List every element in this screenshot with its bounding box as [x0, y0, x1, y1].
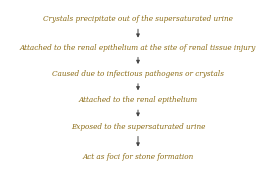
Text: Exposed to the supersaturated urine: Exposed to the supersaturated urine [71, 123, 205, 131]
Text: Attached to the renal epithelium: Attached to the renal epithelium [78, 96, 198, 104]
Text: Crystals precipitate out of the supersaturated urine: Crystals precipitate out of the supersat… [43, 16, 233, 23]
Text: Caused due to infectious pathogens or crystals: Caused due to infectious pathogens or cr… [52, 70, 224, 78]
Text: Act as foci for stone formation: Act as foci for stone formation [82, 152, 194, 160]
Text: Attached to the renal epithelium at the site of renal tissue injury: Attached to the renal epithelium at the … [20, 44, 256, 52]
